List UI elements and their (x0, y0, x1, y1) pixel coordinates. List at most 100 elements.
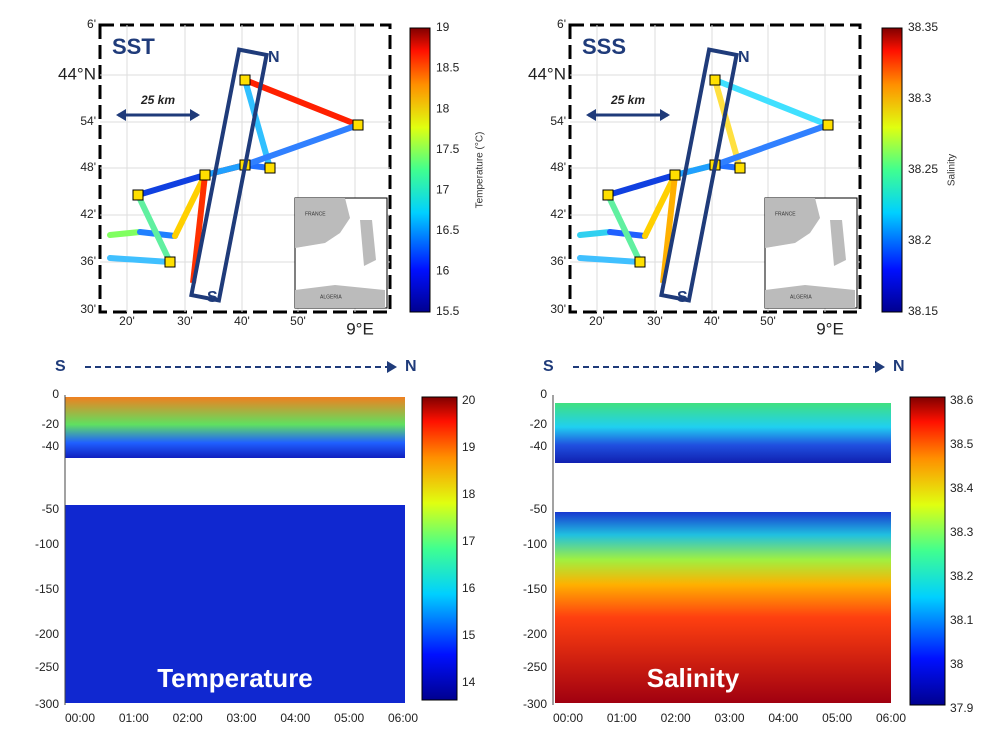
track (107, 229, 143, 238)
track (642, 172, 678, 239)
depth-tick-label: -250 (523, 660, 547, 674)
inset-label: FRANCE (775, 211, 796, 217)
scale-label: 25 km (140, 93, 175, 107)
colorbar-tick-label: 15 (462, 628, 476, 642)
colorbar-tick-label: 16.5 (436, 223, 460, 237)
depth-tick-label: -150 (35, 582, 59, 596)
section-label: Salinity (647, 663, 740, 693)
colorbar-tick-label: 38.1 (950, 613, 974, 627)
lat-tick-label: 6' (557, 17, 566, 31)
time-tick-label: 05:00 (334, 711, 364, 725)
depth-tick-label: -300 (35, 697, 59, 711)
time-tick-label: 06:00 (876, 711, 906, 725)
start-label: S (55, 358, 66, 375)
track (242, 77, 273, 171)
time-tick-label: 01:00 (607, 711, 637, 725)
depth-tick-label: -40 (530, 439, 548, 453)
track (605, 172, 678, 198)
colorbar (421, 396, 458, 701)
colorbar (409, 27, 431, 313)
colorbar-title: Temperature (°C) (475, 132, 486, 209)
lat-tick-label: 48' (550, 160, 566, 174)
lon-tick-label: 50' (760, 314, 776, 328)
end-label: N (893, 358, 905, 375)
colorbar-tick-label: 38.25 (908, 162, 938, 176)
depth-tick-label: -50 (530, 502, 548, 516)
depth-tick-label: -250 (35, 660, 59, 674)
station (264, 162, 276, 174)
lon-tick-label: 30' (177, 314, 193, 328)
colorbar-tick-label: 19 (436, 20, 450, 34)
track (135, 172, 208, 198)
end-label: N (405, 358, 417, 375)
station (164, 256, 176, 268)
colorbar-tick-label: 18.5 (436, 61, 460, 75)
depth-tick-label: -150 (523, 582, 547, 596)
colorbar (909, 396, 946, 706)
colorbar-tick-label: 38.5 (950, 437, 974, 451)
time-tick-label: 02:00 (173, 711, 203, 725)
lat-tick-label: 54' (80, 114, 96, 128)
lat-tick-label: 6' (87, 17, 96, 31)
inset-label: FRANCE (305, 211, 326, 217)
track (202, 162, 248, 178)
track (172, 172, 208, 239)
colorbar-tick-label: 18 (436, 101, 450, 115)
station (602, 189, 614, 201)
transect-box (189, 47, 269, 303)
transect-box (659, 47, 739, 303)
colorbar-tick-label: 18 (462, 487, 476, 501)
station (709, 74, 721, 86)
depth-tick-label: -100 (523, 537, 547, 551)
track (577, 255, 643, 265)
start-label: S (543, 358, 554, 375)
section-upper (555, 403, 891, 463)
depth-tick-label: -200 (523, 627, 547, 641)
time-tick-label: 02:00 (661, 711, 691, 725)
section-lower (65, 505, 405, 703)
depth-tick-label: -50 (42, 502, 60, 516)
section-label: Temperature (157, 663, 313, 693)
track (577, 229, 613, 238)
track (712, 77, 743, 171)
time-tick-label: 04:00 (280, 711, 310, 725)
depth-tick-label: -40 (42, 439, 60, 453)
map-label: SST (112, 34, 155, 59)
lat-tick-label: 36' (550, 254, 566, 268)
scale-label: 25 km (610, 93, 645, 107)
station (822, 119, 834, 131)
colorbar-tick-label: 37.9 (950, 701, 974, 715)
colorbar-tick-label: 38.4 (950, 481, 974, 495)
track (605, 192, 643, 265)
time-tick-label: 04:00 (768, 711, 798, 725)
lon-tick-label: 20' (119, 314, 135, 328)
colorbar-tick-label: 38.35 (908, 20, 938, 34)
time-tick-label: 05:00 (822, 711, 852, 725)
lat-tick-label: 54' (550, 114, 566, 128)
lat-tick-label: 44°N (58, 64, 96, 83)
track (135, 192, 173, 265)
map-label: SSS (582, 34, 626, 59)
colorbar-tick-label: 38.2 (908, 233, 932, 247)
station (239, 74, 251, 86)
colorbar-tick-label: 38.3 (950, 525, 974, 539)
time-tick-label: 06:00 (388, 711, 418, 725)
depth-tick-label: -200 (35, 627, 59, 641)
time-tick-label: 00:00 (65, 711, 95, 725)
track (660, 174, 678, 284)
colorbar-tick-label: 38.3 (908, 91, 932, 105)
depth-tick-label: -20 (42, 417, 60, 431)
lat-tick-label: 44°N (528, 64, 566, 83)
station (669, 169, 681, 181)
colorbar-tick-label: 16 (462, 581, 476, 595)
station (634, 256, 646, 268)
south-label: S (207, 289, 218, 306)
lat-tick-label: 36' (80, 254, 96, 268)
station (199, 169, 211, 181)
colorbar-tick-label: 17.5 (436, 142, 460, 156)
lat-tick-label: 48' (80, 160, 96, 174)
section-lower (555, 512, 891, 703)
track (672, 162, 718, 178)
lat-tick-label: 30' (550, 302, 566, 316)
arrow-head (387, 361, 397, 373)
